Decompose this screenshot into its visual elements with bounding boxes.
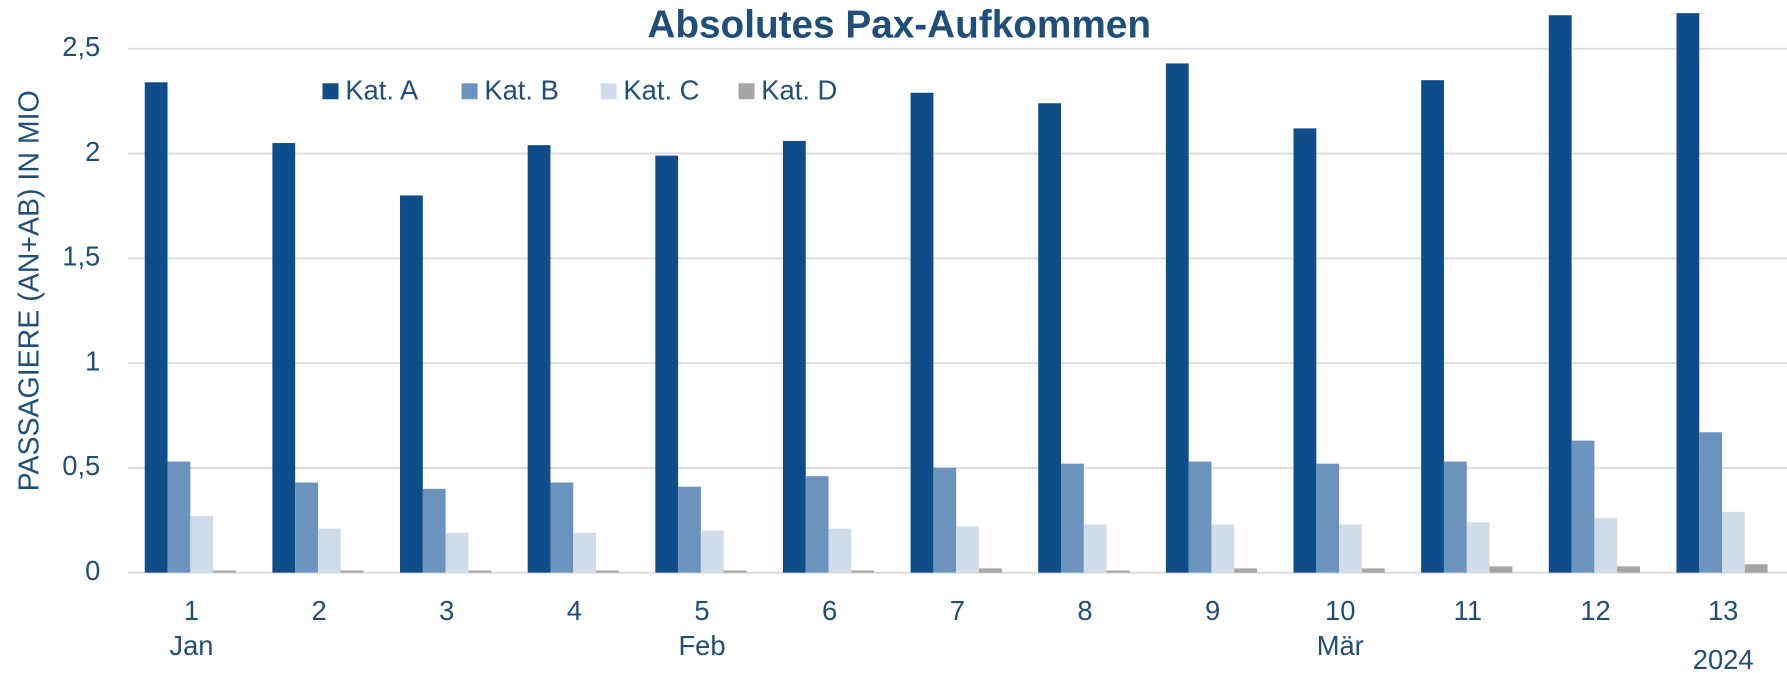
bar [1339, 524, 1362, 573]
x-tick-label: 3 [439, 595, 454, 626]
bar [596, 570, 619, 573]
month-label: Jan [169, 630, 213, 661]
x-tick-label: 4 [567, 595, 582, 626]
x-tick-label: 5 [694, 595, 709, 626]
x-tick-label: 11 [1454, 595, 1482, 626]
grid [127, 47, 1787, 574]
bar [1211, 524, 1235, 573]
bar [400, 195, 423, 573]
bar [340, 570, 364, 573]
bar [933, 467, 957, 573]
bar [910, 92, 934, 573]
bar [190, 516, 214, 573]
bar [1699, 432, 1723, 573]
bar [700, 530, 724, 573]
bar [1083, 524, 1107, 573]
bar [1421, 80, 1444, 573]
bar [1188, 461, 1212, 573]
bar [550, 482, 574, 573]
bar [1061, 463, 1084, 573]
bar [1234, 568, 1258, 573]
chart-title: Absolutes Pax-Aufkommen [647, 4, 1151, 47]
x-tick-label: 13 [1708, 595, 1738, 626]
legend-swatch [738, 83, 755, 100]
bar [1038, 103, 1062, 573]
bars [144, 13, 1768, 573]
legend-label: Kat. C [623, 75, 699, 106]
bar [1676, 13, 1700, 573]
x-tick-label: 7 [950, 595, 965, 626]
legend-swatch [461, 83, 478, 100]
legend-swatch [600, 83, 617, 100]
month-label: Mär [1317, 630, 1364, 661]
bar [272, 143, 296, 573]
legend-label: Kat. A [345, 75, 419, 106]
bar [1571, 440, 1595, 573]
y-tick-label: 0,5 [62, 450, 100, 481]
bar [978, 568, 1002, 573]
bar [1361, 568, 1385, 573]
y-tick-label: 2 [85, 136, 100, 167]
x-tick-label: 9 [1205, 595, 1220, 626]
bar [1548, 15, 1572, 573]
bar [1165, 63, 1189, 573]
bar [1617, 566, 1640, 573]
year-label: 2024 [1693, 644, 1754, 673]
legend-label: Kat. B [484, 75, 558, 106]
bar [805, 476, 829, 573]
x-tick-label: 2 [312, 595, 327, 626]
bar [1489, 566, 1513, 573]
y-tick-label: 2,5 [62, 31, 100, 62]
bar [295, 482, 318, 573]
y-axis-label: PASSAGIERE (AN+AB) IN MIO [13, 90, 45, 491]
x-tick-label: 1 [184, 595, 199, 626]
x-tick-label: 6 [822, 595, 837, 626]
bar [573, 532, 597, 573]
bar [1316, 463, 1340, 573]
x-tick-label: 10 [1325, 595, 1355, 626]
y-tick-label: 1,5 [62, 241, 100, 272]
bar [956, 526, 979, 573]
bar [655, 155, 679, 573]
bar [678, 486, 701, 573]
legend-label: Kat. D [761, 75, 837, 106]
bar [527, 145, 551, 573]
bar [317, 528, 341, 573]
y-tick-label: 1 [85, 345, 100, 376]
month-label: Feb [678, 630, 725, 661]
y-tick-label: 0 [85, 555, 100, 586]
bar [468, 570, 492, 573]
bar [1106, 570, 1130, 573]
bar [1722, 511, 1745, 573]
bar [782, 140, 806, 573]
bar [422, 488, 446, 573]
bar [167, 461, 191, 573]
x-tick-label: 12 [1580, 595, 1610, 626]
bar [1594, 518, 1618, 573]
bar [144, 82, 168, 573]
bar [1443, 461, 1467, 573]
bar [1744, 564, 1768, 573]
legend-swatch [322, 83, 339, 100]
bar [1293, 128, 1317, 573]
bar [445, 532, 469, 573]
x-tick-label: 8 [1077, 595, 1092, 626]
bar [1466, 522, 1490, 573]
bar [851, 570, 875, 573]
bar [723, 570, 747, 573]
bar [213, 570, 236, 573]
bar [828, 528, 852, 573]
